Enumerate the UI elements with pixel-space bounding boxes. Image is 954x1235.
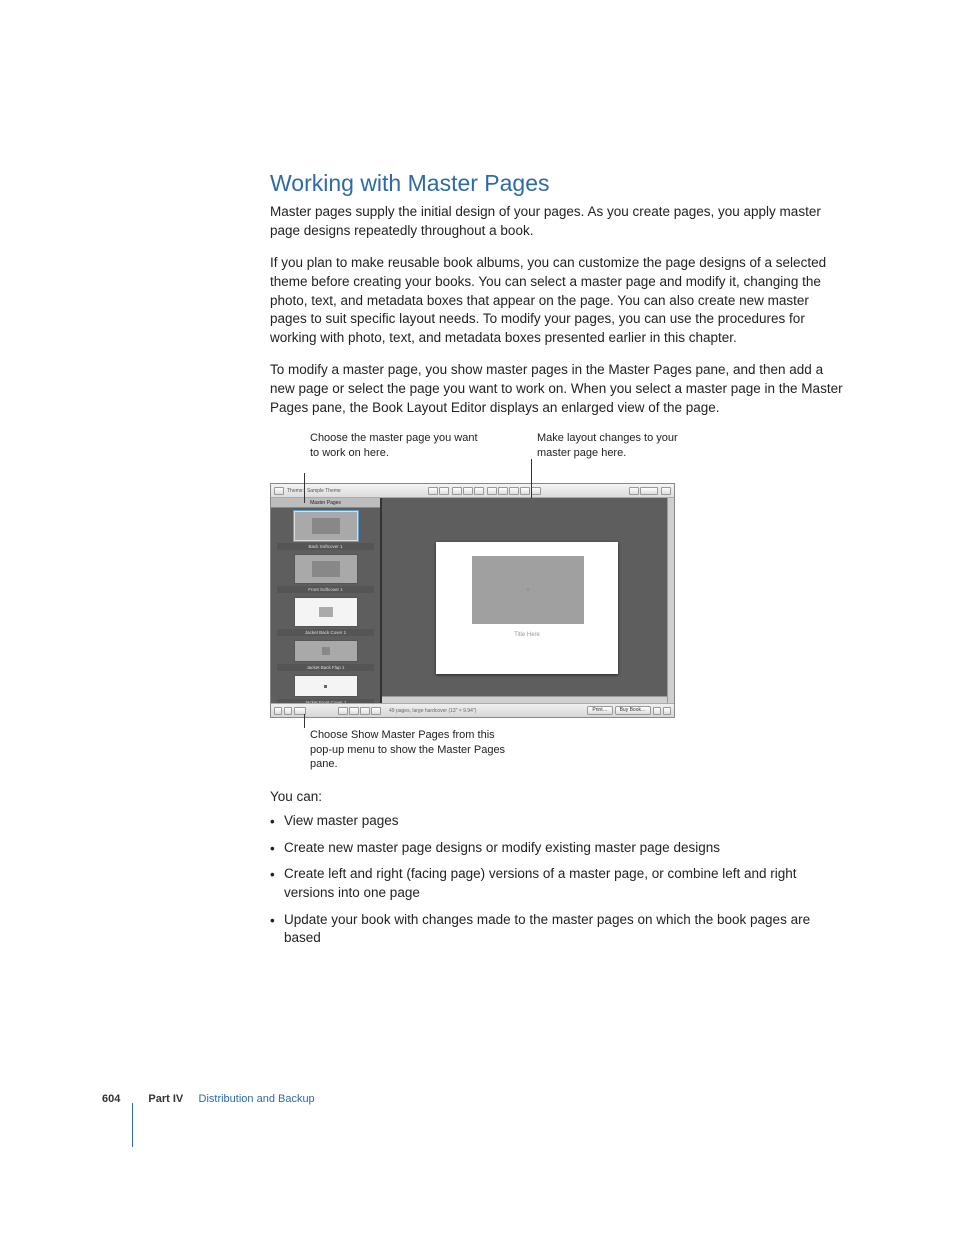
photo-box[interactable] (472, 556, 584, 624)
toolbar-button[interactable] (509, 487, 519, 495)
callout-top-left: Choose the master page you want to work … (310, 431, 480, 460)
part-title: Distribution and Backup (199, 1093, 315, 1105)
page-footer: 604 Part IV Distribution and Backup (102, 1093, 315, 1105)
callout-leader-line (531, 459, 532, 503)
callout-text: Choose Show Master Pages from this pop-u… (310, 729, 505, 770)
figure-callouts-top: Choose the master page you want to work … (270, 431, 849, 483)
view-mode-button[interactable] (371, 707, 381, 715)
add-page-button[interactable] (274, 707, 282, 715)
master-page-thumb[interactable] (294, 554, 358, 584)
theme-label: Theme: (287, 488, 304, 494)
toolbar-button[interactable] (439, 487, 449, 495)
list-item: Update your book with changes made to th… (284, 911, 849, 948)
master-page-caption: Jacket Back Flap 1 (277, 664, 374, 671)
part-label: Part IV (148, 1093, 183, 1105)
list-item: Create new master page designs or modify… (284, 839, 849, 858)
theme-value: Sample Theme (307, 488, 341, 494)
nav-next-button[interactable] (663, 707, 671, 715)
toolbar-button[interactable] (661, 487, 671, 495)
toolbar-group (487, 487, 541, 495)
capability-list: View master pages Create new master page… (270, 812, 849, 948)
callout-leader-line (304, 714, 305, 728)
master-pages-header: Master Pages (271, 498, 380, 508)
body-paragraph: If you plan to make reusable book albums… (270, 254, 849, 347)
toolbar-group (428, 487, 449, 495)
horizontal-scrollbar[interactable] (382, 696, 667, 703)
zoom-control[interactable] (640, 487, 658, 495)
print-button[interactable]: Print… (587, 706, 612, 715)
callout-text: Make layout changes to your master page … (537, 432, 678, 458)
book-layout-editor-window: Theme: Sample Theme (270, 483, 675, 718)
callout-text: Choose the master page you want to work … (310, 432, 478, 458)
toolbar-button[interactable] (531, 487, 541, 495)
callout-leader-line (304, 473, 305, 503)
master-page-caption: Front Softcover 1 (277, 586, 374, 593)
list-item: Create left and right (facing page) vers… (284, 865, 849, 902)
body-paragraph: Master pages supply the initial design o… (270, 203, 849, 240)
master-page-thumb[interactable] (294, 511, 358, 541)
master-page-caption: Jacket Front Cover 1 (277, 699, 374, 703)
footer-info-text: 49 pages, large hardcover (13" × 9.94") (389, 708, 476, 714)
page-number: 604 (102, 1093, 120, 1105)
master-pages-list[interactable]: Back Softcover 1 Front Softcover 1 Jacke… (271, 508, 380, 703)
view-mode-button[interactable] (360, 707, 370, 715)
footer-rule (132, 1103, 133, 1147)
master-page-thumb[interactable] (294, 675, 358, 697)
body-paragraph: To modify a master page, you show master… (270, 361, 849, 417)
page-sheet[interactable]: Title Here (436, 542, 618, 674)
toolbar-button[interactable] (428, 487, 438, 495)
toolbar-button[interactable] (474, 487, 484, 495)
document-page: Working with Master Pages Master pages s… (0, 0, 954, 1235)
view-mode-button[interactable] (349, 707, 359, 715)
figure-book-layout-editor: Theme: Sample Theme (270, 483, 849, 718)
section-heading: Working with Master Pages (270, 170, 849, 197)
master-page-caption: Jacket Back Cover 1 (277, 629, 374, 636)
vertical-scrollbar[interactable] (667, 498, 674, 703)
buy-book-button[interactable]: Buy Book… (615, 706, 651, 715)
master-page-thumb[interactable] (294, 640, 358, 662)
toolbar-button[interactable] (498, 487, 508, 495)
toolbar-button[interactable] (274, 487, 284, 495)
master-page-caption: Back Softcover 1 (277, 543, 374, 550)
nav-prev-button[interactable] (653, 707, 661, 715)
editor-body: Master Pages Back Softcover 1 Front Soft… (271, 498, 674, 703)
list-item: View master pages (284, 812, 849, 831)
toolbar-button[interactable] (487, 487, 497, 495)
callout-bottom: Choose Show Master Pages from this pop-u… (310, 728, 510, 771)
view-mode-group (338, 707, 381, 715)
title-placeholder[interactable]: Title Here (436, 632, 618, 638)
editor-toolbar: Theme: Sample Theme (271, 484, 674, 498)
callout-top-right: Make layout changes to your master page … (537, 431, 707, 460)
toolbar-button[interactable] (520, 487, 530, 495)
editor-footer: 49 pages, large hardcover (13" × 9.94") … (271, 703, 674, 717)
toolbar-button[interactable] (463, 487, 473, 495)
view-mode-button[interactable] (338, 707, 348, 715)
toolbar-button[interactable] (629, 487, 639, 495)
toolbar-group (629, 487, 658, 495)
you-can-intro: You can: (270, 789, 849, 804)
toolbar-button[interactable] (452, 487, 462, 495)
layout-canvas[interactable]: Title Here (381, 498, 674, 703)
master-pages-pane: Master Pages Back Softcover 1 Front Soft… (271, 498, 381, 703)
master-page-thumb[interactable] (294, 597, 358, 627)
remove-page-button[interactable] (284, 707, 292, 715)
toolbar-group (452, 487, 484, 495)
